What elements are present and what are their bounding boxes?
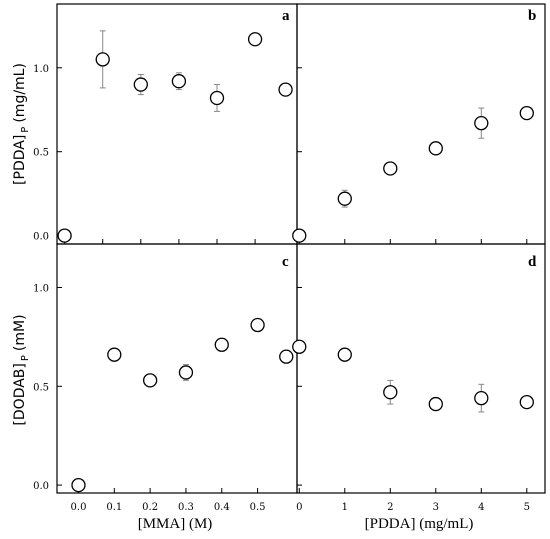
y-axis-title-top-sub: P: [20, 127, 31, 133]
panel-a-y-tick-label-1: 0.5: [33, 148, 49, 159]
panel-b-point-4: [474, 116, 489, 131]
panel-a-point-3: [171, 74, 187, 89]
panel-d-point-4: [474, 390, 489, 406]
panel-a-letter: a: [282, 8, 290, 24]
panel-b-point-2: [383, 161, 398, 176]
y-axis-title-bottom-sub: P: [20, 355, 31, 361]
panel-c-point-2: [142, 373, 158, 388]
panel-c-point-4: [214, 337, 229, 352]
panel-b-point-0: [292, 228, 307, 243]
panel-d-x-tick-label-0: 0: [296, 502, 302, 513]
panel-a-point-2: [133, 77, 148, 92]
panel-d-x-tick-label-4: 4: [478, 502, 484, 513]
panel-d-point-3: [428, 396, 443, 412]
y-axis-title-top-main: [PDDA]: [12, 135, 28, 185]
panel-d-letter: d: [528, 254, 537, 270]
panel-c-point-3: [178, 365, 194, 380]
panel-c-point-6: [279, 349, 294, 364]
panel-c-x-tick-label-0: 0.0: [71, 502, 87, 513]
panel-b-point-5: [519, 105, 534, 121]
panel-d-point-1: [337, 347, 352, 362]
panel-d-x-tick-label-3: 3: [433, 502, 439, 513]
panel-d-x-tick-label-1: 1: [342, 502, 348, 513]
panel-a-y-tick-label-2: 1.0: [33, 64, 49, 75]
panel-c-point-5: [250, 317, 265, 333]
panel-d-x-tick-label-2: 2: [387, 502, 393, 513]
panel-d-point-0: [292, 339, 307, 354]
y-axis-title-top-unit: (mg/mL): [12, 63, 28, 123]
panel-a-point-5: [247, 32, 263, 47]
y-axis-title-top: [PDDA] P (mg/mL): [12, 63, 31, 185]
panel-d-x-tick-label-5: 5: [524, 502, 530, 513]
y-axis-title-bottom: [DODAB] P (mM): [12, 314, 31, 425]
panel-b-point-3: [428, 141, 443, 156]
x-axis-title-right: [PDDA] (mg/mL): [365, 516, 474, 532]
panel-c-letter: c: [282, 254, 289, 270]
panel-c-x-tick-label-3: 0.3: [178, 502, 194, 513]
panel-c-frame: [56, 243, 298, 494]
panel-c-x-tick-label-4: 0.4: [214, 502, 230, 513]
panel-c-x-tick-label-1: 0.1: [106, 502, 122, 513]
panel-c-x-tick-label-2: 0.2: [142, 502, 158, 513]
panel-c-y-tick-label-1: 0.5: [33, 382, 49, 393]
panel-a-y-tick-label-0: 0.0: [33, 232, 49, 243]
x-axis-title-left: [MMA] (M): [138, 516, 213, 532]
y-axis-title-bottom-main: [DODAB]: [12, 363, 28, 425]
panel-a-point-4: [209, 90, 225, 106]
panel-a-point-0: [57, 228, 72, 243]
panel-d-frame: [296, 243, 546, 494]
panel-d-point-2: [383, 385, 398, 400]
y-axis-title-bottom-unit: (mM): [12, 314, 28, 351]
panel-a-point-1: [95, 52, 110, 67]
panel-b-letter: b: [528, 8, 536, 24]
chart-marks: 0.0 0.5 1.0 0.0 0.1 0.2 0.3 0.4 0.5 0.0 0.5 1.0 0 1 2 3…: [33, 30, 534, 513]
panel-c-point-0: [71, 477, 86, 493]
panel-a-point-6: [278, 82, 293, 97]
panel-b-frame: [296, 3, 546, 245]
panel-c-y-tick-label-0: 0.0: [33, 481, 49, 492]
panel-c-y-tick-label-2: 1.0: [33, 283, 49, 294]
panel-c-point-1: [107, 347, 122, 362]
panel-d-point-5: [519, 394, 534, 410]
panel-b-point-1: [337, 191, 352, 206]
panel-c-x-tick-label-5: 0.5: [250, 502, 266, 513]
